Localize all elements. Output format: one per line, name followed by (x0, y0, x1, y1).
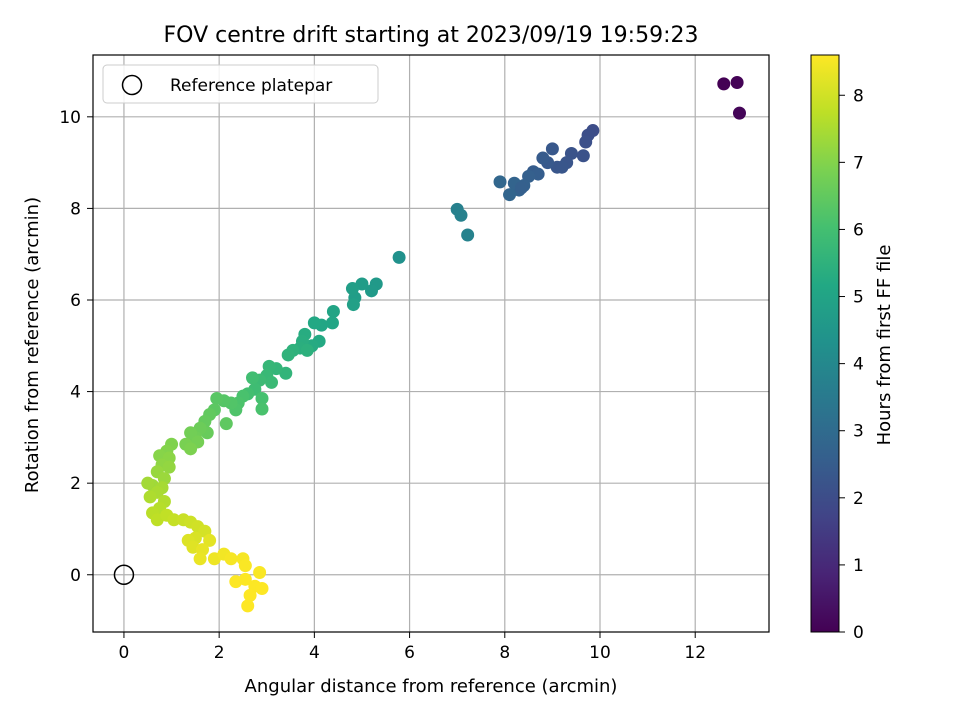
legend: Reference platepar (102, 64, 379, 104)
data-point (210, 391, 224, 405)
colorbar-tick-label: 7 (853, 153, 864, 173)
x-tick-label: 8 (499, 643, 510, 663)
data-point (193, 552, 207, 566)
data-point (238, 559, 252, 573)
data-point (219, 417, 233, 431)
legend-entry-reference: Reference platepar (170, 76, 332, 96)
x-tick-label: 10 (589, 643, 611, 663)
data-point (514, 181, 528, 195)
x-tick-label: 4 (309, 643, 320, 663)
data-point (503, 188, 517, 202)
data-point (454, 208, 468, 222)
data-point (536, 151, 550, 165)
data-point (184, 442, 198, 456)
y-tick-label: 2 (70, 474, 81, 494)
x-axis-label: Angular distance from reference (arcmin) (245, 676, 618, 697)
data-point (717, 77, 731, 91)
data-point (493, 175, 507, 189)
y-axis-label: Rotation from reference (arcmin) (22, 197, 43, 493)
y-tick-label: 10 (59, 108, 81, 128)
data-point (243, 588, 257, 602)
data-point (730, 75, 744, 89)
x-axis-ticks: 0 2 4 6 8 10 12 (119, 632, 706, 663)
colorbar-label: Hours from first FF file (874, 245, 895, 446)
data-point (255, 402, 269, 416)
colorbar-tick-label: 0 (853, 623, 864, 643)
legend-box (102, 64, 379, 104)
data-point (184, 426, 198, 440)
legend-marker (121, 74, 143, 96)
data-point (555, 160, 569, 174)
y-tick-label: 4 (70, 383, 81, 403)
colorbar-tick-label: 5 (853, 288, 864, 308)
y-tick-label: 8 (70, 199, 81, 219)
colorbar-tick-label: 3 (853, 422, 864, 442)
colorbar-tick-label: 4 (853, 355, 864, 375)
data-point (326, 304, 340, 318)
data-point (143, 490, 157, 504)
grid-lines (93, 55, 769, 632)
data-point (579, 135, 593, 149)
data-point (253, 565, 267, 579)
x-tick-label: 6 (404, 643, 415, 663)
data-point (255, 581, 269, 595)
data-point (281, 348, 295, 362)
x-tick-label: 12 (684, 643, 706, 663)
data-point (255, 391, 269, 405)
colorbar-tick-label: 2 (853, 489, 864, 509)
data-point (238, 572, 252, 586)
data-point (224, 552, 238, 566)
data-point (162, 460, 176, 474)
y-axis-ticks: 0 2 4 6 8 10 (59, 108, 93, 586)
chart-title: FOV centre drift starting at 2023/09/19 … (164, 23, 699, 48)
data-point (265, 375, 279, 389)
data-point (203, 533, 217, 547)
data-point (545, 142, 559, 156)
y-tick-label: 6 (70, 291, 81, 311)
data-point (732, 106, 746, 120)
data-point (300, 343, 314, 357)
data-point (167, 513, 181, 527)
reference-point-marker (113, 564, 135, 586)
y-tick-label: 0 (70, 566, 81, 586)
x-tick-label: 0 (119, 643, 130, 663)
colorbar (810, 54, 840, 633)
colorbar-ticks: 0 1 2 3 4 5 6 7 8 (839, 86, 864, 643)
data-point (392, 250, 406, 264)
colorbar-tick-label: 1 (853, 556, 864, 576)
plot-frame (92, 54, 770, 633)
data-point (141, 476, 155, 490)
data-point (307, 316, 321, 330)
data-point (576, 149, 590, 163)
x-tick-label: 2 (214, 643, 225, 663)
data-point (245, 371, 259, 385)
data-point (345, 282, 359, 296)
colorbar-tick-label: 6 (853, 220, 864, 240)
colorbar-tick-label: 8 (853, 86, 864, 106)
data-point (325, 316, 339, 330)
data-point (346, 298, 360, 312)
scatter-points (141, 75, 746, 613)
data-point (461, 228, 475, 242)
data-point (364, 284, 378, 298)
data-point (241, 599, 255, 613)
